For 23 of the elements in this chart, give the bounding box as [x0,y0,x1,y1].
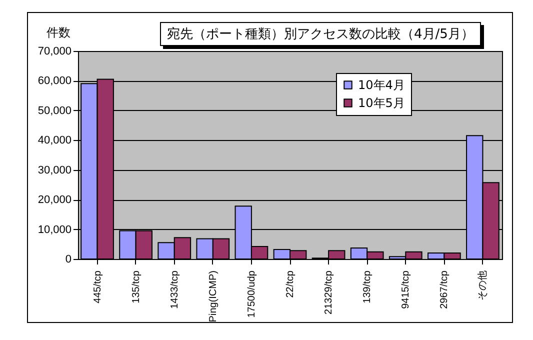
x-tick-label: Ping(ICMP) [208,270,219,322]
x-tick-label: 17500/udp [246,270,258,318]
legend-label: 10年4月 [358,78,405,92]
x-tick-label: 9415/tcp [400,270,412,309]
y-tick-label: 40,000 [38,134,72,147]
x-tick-label: 2967/tcp [439,270,450,309]
y-tick-label: 30,000 [38,164,72,176]
x-tick-label: 135/tcp [130,270,142,304]
y-axis-title: 件数 [46,26,70,40]
y-tick-label: 10,000 [38,224,72,236]
y-tick-label: 70,000 [38,46,72,58]
x-tick-label: その他 [476,270,489,300]
y-tick-label: 50,000 [38,104,72,117]
x-tick-label: 1433/tcp [169,270,180,309]
x-tick-label: 21329/tcp [324,270,335,314]
x-tick-label: 22/tcp [285,270,296,298]
x-tick-label: 139/tcp [362,270,374,304]
chart-title: 宛先（ポート種類）別アクセス数の比較（4月/5月） [160,22,481,46]
legend-label: 10年5月 [358,96,405,110]
y-tick-label: 20,000 [38,194,72,206]
y-tick-label: 0 [65,254,72,266]
y-tick-label: 60,000 [38,75,72,88]
x-tick-label: 445/tcp [92,270,104,304]
